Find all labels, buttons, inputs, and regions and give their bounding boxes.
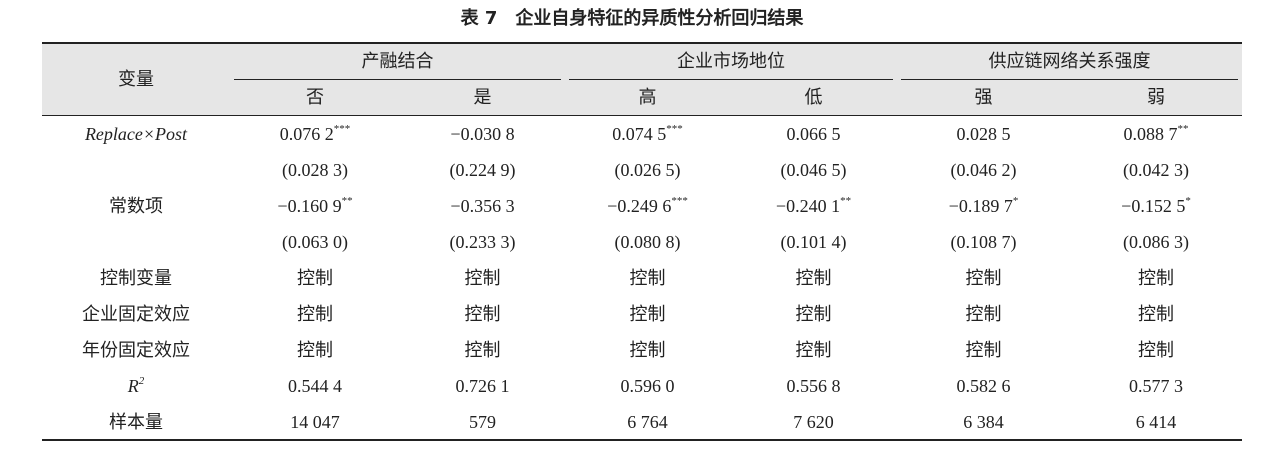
cell: −0.152 5* — [1070, 188, 1242, 224]
cell: (0.101 4) — [780, 232, 847, 252]
significance: ** — [840, 195, 852, 207]
group-underline — [901, 79, 1238, 80]
cell: −0.240 1** — [730, 188, 897, 224]
cell: −0.160 9** — [230, 188, 400, 224]
row-label: 样本量 — [109, 412, 163, 432]
cell: 0.577 3 — [1129, 376, 1183, 396]
cell: 控制 — [297, 304, 333, 324]
cell: 0.028 5 — [956, 124, 1011, 144]
cell: 0.556 8 — [786, 376, 841, 396]
table-title: 表 7 企业自身特征的异质性分析回归结果 — [460, 8, 804, 29]
cell: 6 384 — [963, 412, 1004, 432]
cell: 0.088 7** — [1070, 116, 1242, 152]
cell: 控制 — [297, 268, 333, 288]
cell: 0.544 4 — [288, 376, 342, 396]
cell: 控制 — [464, 268, 501, 288]
sub-header: 强 — [974, 87, 993, 107]
significance: 2 — [138, 375, 145, 387]
cell: 控制 — [795, 340, 832, 360]
cell: 0.076 2*** — [230, 116, 400, 152]
cell: 0.596 0 — [620, 376, 675, 396]
cell: 6 414 — [1135, 412, 1177, 432]
cell: 控制 — [795, 304, 832, 324]
cell: 0.074 5*** — [565, 116, 730, 152]
top-rule — [42, 42, 1242, 44]
cell-value: −0.152 5 — [1121, 196, 1186, 216]
sub-header: 高 — [638, 87, 657, 107]
cell: 0.066 5 — [786, 124, 841, 144]
cell: (0.046 5) — [780, 160, 847, 180]
cell: 7 620 — [793, 412, 834, 432]
cell: −0.249 6*** — [565, 188, 730, 224]
cell: 控制 — [464, 304, 501, 324]
cell: 控制 — [629, 304, 666, 324]
cell: −0.030 8 — [450, 124, 515, 144]
cell: 控制 — [1138, 304, 1174, 324]
cell: 控制 — [965, 268, 1002, 288]
significance: ** — [1177, 123, 1189, 135]
bottom-rule — [42, 439, 1242, 441]
sub-header: 低 — [804, 87, 823, 107]
cell: (0.108 7) — [950, 232, 1017, 252]
cell: (0.046 2) — [950, 160, 1017, 180]
cell: (0.080 8) — [614, 232, 681, 252]
cell: 6 764 — [627, 412, 668, 432]
significance: * — [1012, 195, 1019, 207]
corner-header: 变量 — [118, 69, 154, 89]
cell-value: −0.160 9 — [277, 196, 342, 216]
group-underline — [234, 79, 561, 80]
row-label: 控制变量 — [100, 268, 172, 288]
cell: (0.028 3) — [282, 160, 348, 180]
group-header: 企业市场地位 — [677, 51, 785, 71]
sub-header: 弱 — [1147, 87, 1165, 107]
cell-value: −0.249 6 — [607, 196, 672, 216]
cell: 控制 — [795, 268, 832, 288]
cell-value: −0.240 1 — [775, 196, 841, 216]
row-label: 企业固定效应 — [82, 304, 190, 324]
sub-header: 否 — [306, 87, 324, 107]
cell-value: 0.074 5 — [612, 124, 667, 144]
group-underline — [569, 79, 893, 80]
row-label: Replace×Post — [84, 124, 188, 144]
cell: (0.233 3) — [449, 232, 516, 252]
cell: 控制 — [629, 340, 666, 360]
group-header: 供应链网络关系强度 — [988, 51, 1151, 71]
significance: * — [1185, 195, 1191, 207]
cell: 控制 — [629, 268, 666, 288]
cell: 控制 — [965, 340, 1002, 360]
row-label: 年份固定效应 — [82, 340, 190, 360]
sub-header: 是 — [473, 87, 492, 107]
cell: (0.063 0) — [282, 232, 348, 252]
cell: 0.582 6 — [956, 376, 1011, 396]
row-label: 常数项 — [109, 196, 163, 216]
cell: 控制 — [1138, 268, 1174, 288]
cell: 0.726 1 — [455, 376, 510, 396]
cell: 579 — [469, 412, 496, 432]
group-header: 产融结合 — [361, 51, 434, 71]
cell: (0.042 3) — [1123, 160, 1189, 180]
cell: 控制 — [297, 340, 333, 360]
cell: 控制 — [965, 304, 1002, 324]
cell: 控制 — [464, 340, 501, 360]
row-label: R2 — [42, 368, 230, 404]
cell: (0.224 9) — [449, 160, 516, 180]
cell-value: 0.088 7 — [1123, 124, 1178, 144]
header-rule — [42, 115, 1242, 116]
significance: *** — [666, 123, 683, 135]
cell-value: −0.189 7 — [948, 196, 1013, 216]
cell: 14 047 — [290, 412, 340, 432]
cell: (0.026 5) — [614, 160, 681, 180]
cell-value: R — [127, 376, 139, 396]
cell: −0.189 7* — [897, 188, 1070, 224]
cell: −0.356 3 — [450, 196, 515, 216]
significance: ** — [341, 195, 353, 207]
cell-value: 0.076 2 — [279, 124, 334, 144]
cell: 控制 — [1138, 340, 1174, 360]
cell: (0.086 3) — [1123, 232, 1189, 252]
significance: *** — [333, 123, 351, 135]
significance: *** — [671, 195, 688, 207]
